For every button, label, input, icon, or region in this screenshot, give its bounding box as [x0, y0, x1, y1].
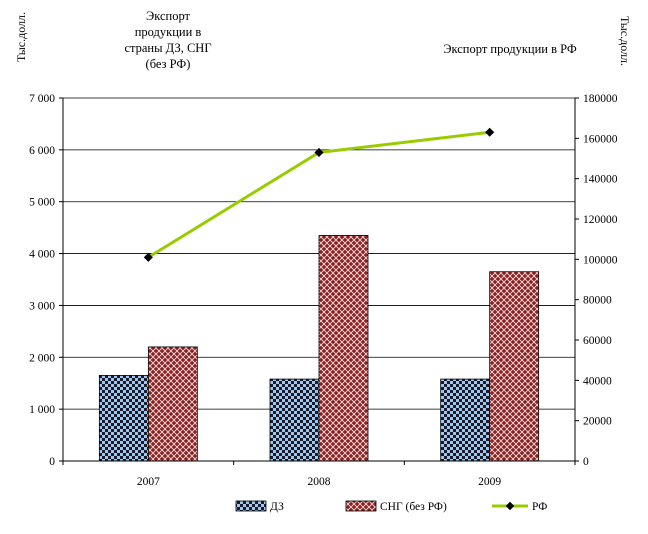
y-tick-label-right: 60000 [583, 335, 612, 347]
legend-swatch-dz [235, 500, 267, 512]
legend-label: СНГ (без РФ) [380, 501, 447, 513]
legend-swatch-sng [345, 500, 377, 512]
bar-dz-2007 [98, 375, 149, 462]
y-tick-label-right: 20000 [583, 416, 612, 428]
legend-label: ДЗ [270, 501, 284, 513]
y-tick-label-right: 80000 [583, 295, 612, 307]
y-tick-label-left: 7 000 [29, 93, 55, 105]
x-tick-label: 2009 [478, 476, 501, 488]
y-tick-label-right: 100000 [583, 254, 618, 266]
bar-sng-2009 [489, 271, 540, 462]
y-tick-label-right: 0 [583, 456, 589, 468]
y-tick-label-left: 1 000 [29, 404, 55, 416]
y-tick-label-right: 140000 [583, 174, 618, 186]
bar-sng-2007 [147, 346, 198, 462]
y-tick-label-left: 4 000 [29, 249, 55, 261]
y-tick-label-left: 2 000 [29, 352, 55, 364]
y-tick-label-left: 0 [49, 456, 55, 468]
bar-dz-2008 [269, 378, 320, 462]
annotation-right: Экспорт продукции в РФ [443, 42, 577, 56]
y-tick-label-right: 160000 [583, 133, 618, 145]
point-rf-2007 [143, 252, 153, 262]
x-tick-label: 2008 [308, 476, 331, 488]
bar-dz-2009 [440, 378, 491, 462]
y-tick-label-left: 5 000 [29, 197, 55, 209]
y-tick-label-right: 40000 [583, 375, 612, 387]
annotation-left: Экспорт продукции в страны ДЗ, СНГ (без … [124, 9, 212, 71]
y-tick-label-right: 120000 [583, 214, 618, 226]
point-rf-2009 [485, 127, 495, 137]
legend-label: РФ [532, 501, 547, 513]
y-tick-label-right: 180000 [583, 93, 618, 105]
legend-marker-rf [505, 501, 515, 511]
y-tick-label-left: 6 000 [29, 145, 55, 157]
y-tick-label-left: 3 000 [29, 300, 55, 312]
bar-sng-2008 [318, 235, 369, 462]
x-tick-label: 2007 [137, 476, 160, 488]
